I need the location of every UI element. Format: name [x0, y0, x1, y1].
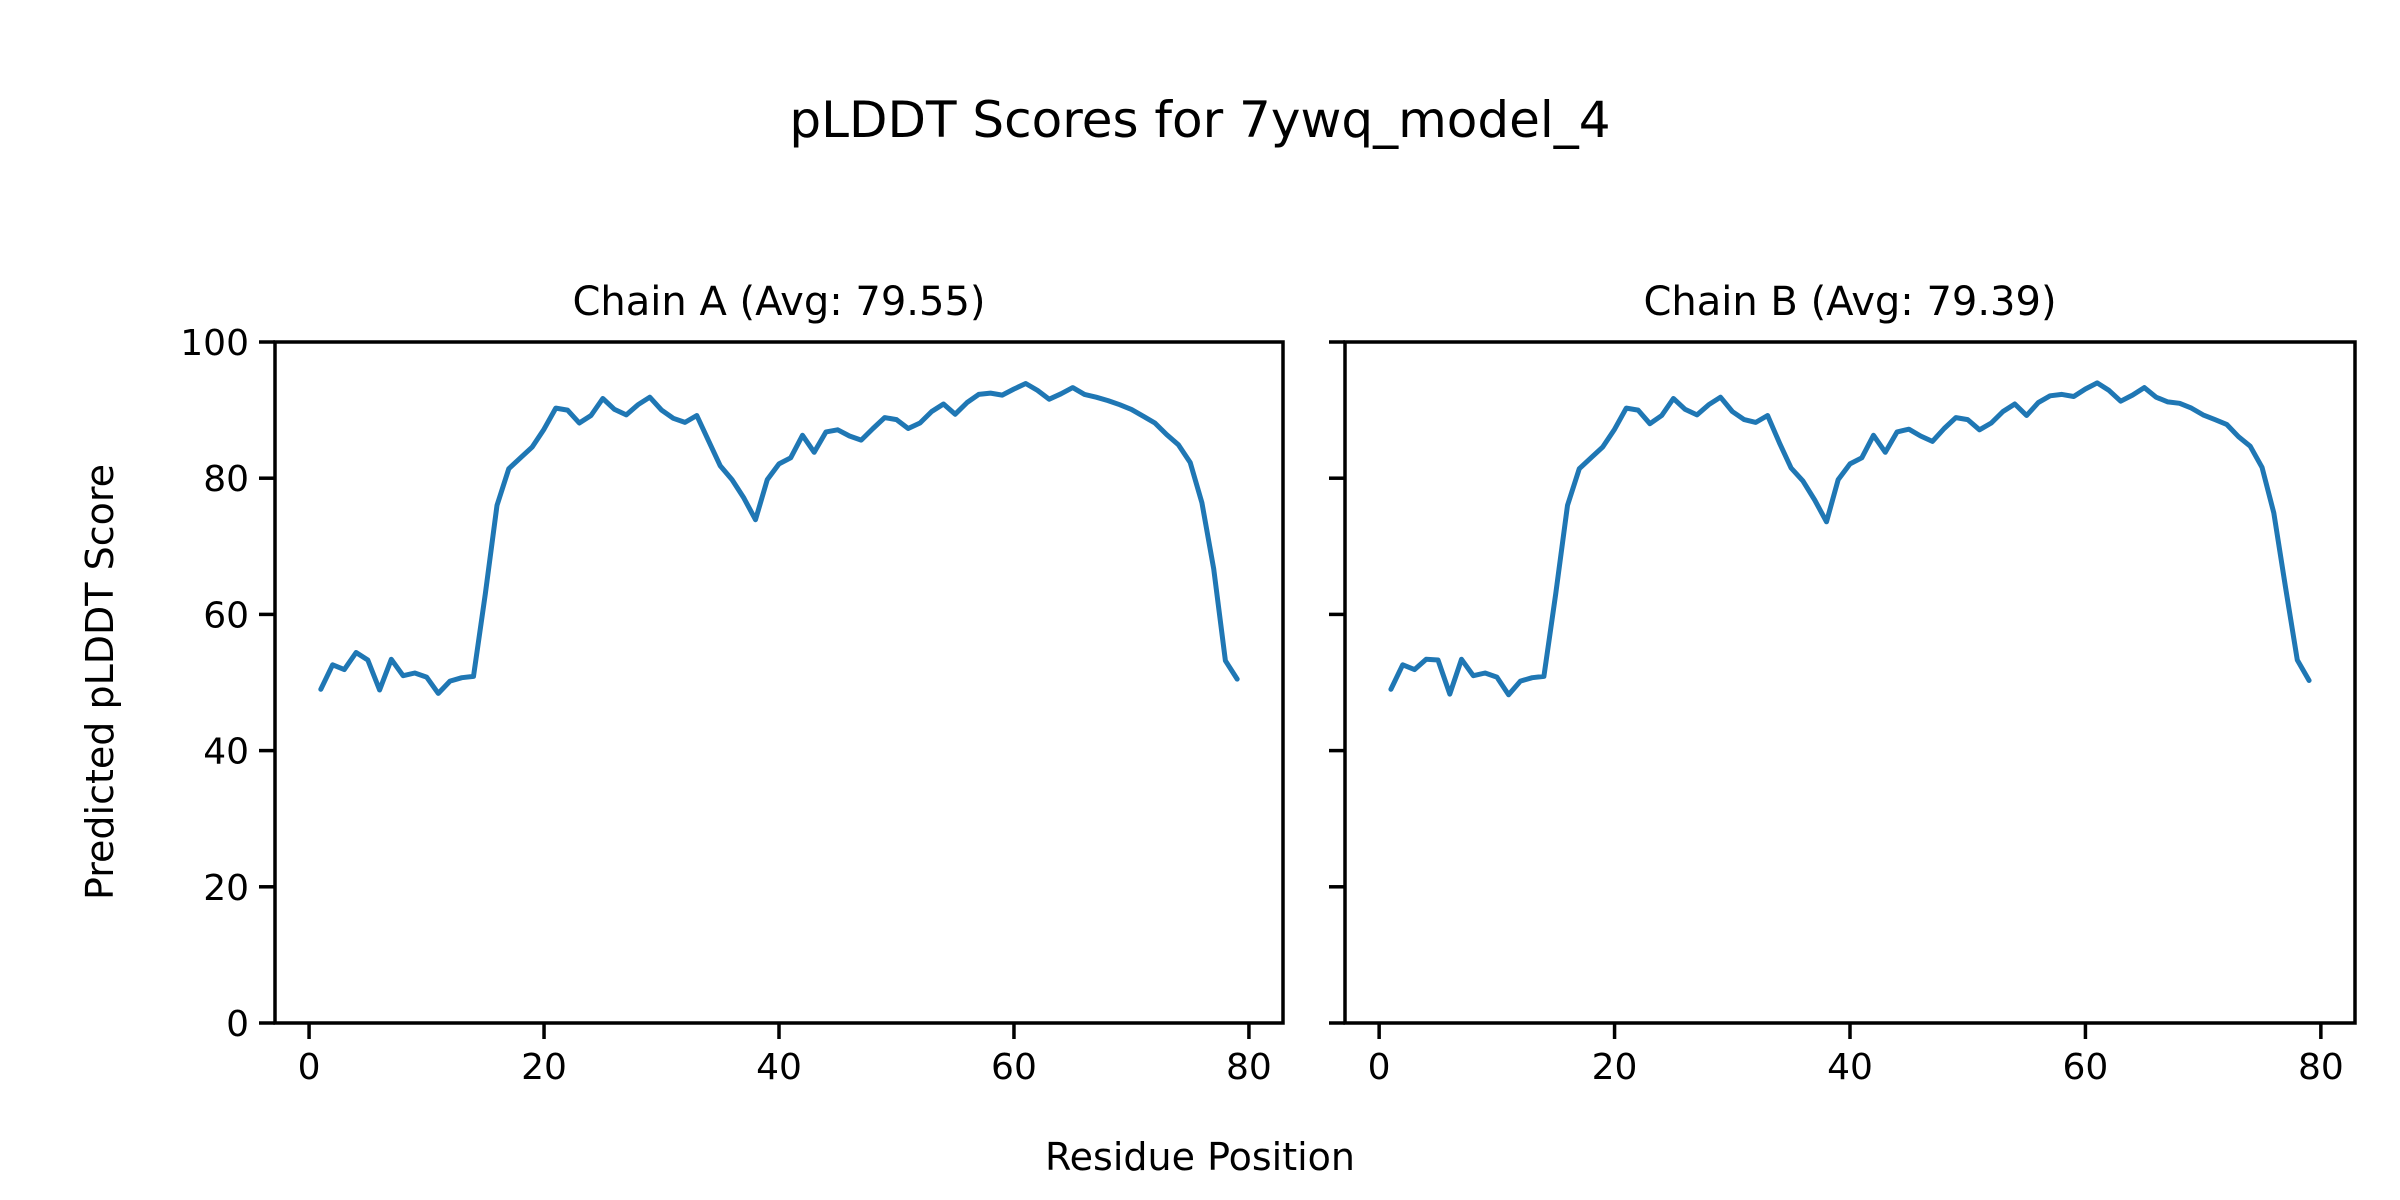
chain-b-x-tick-label: 0	[1368, 1047, 1391, 1088]
chain-a-x-tick-label: 0	[298, 1047, 321, 1088]
chain-b-x-tick-label: 40	[1827, 1047, 1873, 1088]
chain-a-plddt-line	[318, 381, 1240, 696]
x-axis-label: Residue Position	[1044, 1135, 1356, 1179]
chain-a-y-tick-label: 100	[180, 323, 249, 364]
chain-b-x-tick-label: 20	[1592, 1047, 1638, 1088]
chain-a-x-tick-label: 40	[756, 1047, 802, 1088]
chain-a-spines	[273, 340, 1285, 1025]
chain-a-subplot-title: Chain A (Avg: 79.55)	[572, 279, 986, 325]
chain-a-x-tick-label: 80	[1226, 1047, 1272, 1088]
chain-a-y-tick-label: 40	[203, 732, 249, 773]
chain-b-x-tick-label: 60	[2063, 1047, 2109, 1088]
chain-a-y-tick-label: 80	[203, 459, 249, 500]
chain-b-x-tick-label: 80	[2298, 1047, 2344, 1088]
chain-b-subplot-title: Chain B (Avg: 79.39)	[1643, 279, 2057, 325]
figure-title: pLDDT Scores for 7ywq_model_4	[789, 91, 1611, 149]
chain-b-plddt-line	[1388, 380, 2312, 698]
chain-a-axes: 0 20 40 60 80 0 20 40 60 80 100	[180, 323, 1285, 1088]
chain-a-y-tick-label: 20	[203, 868, 249, 909]
chain-b-spines	[1343, 340, 2357, 1025]
chain-a-y-tick-label: 60	[203, 595, 249, 636]
chain-a-x-tick-label: 60	[991, 1047, 1037, 1088]
chain-a-y-tick-label: 0	[226, 1004, 249, 1045]
chain-b-axes: 0 20 40 60 80	[1329, 340, 2357, 1088]
chain-a-x-tick-label: 20	[521, 1047, 567, 1088]
